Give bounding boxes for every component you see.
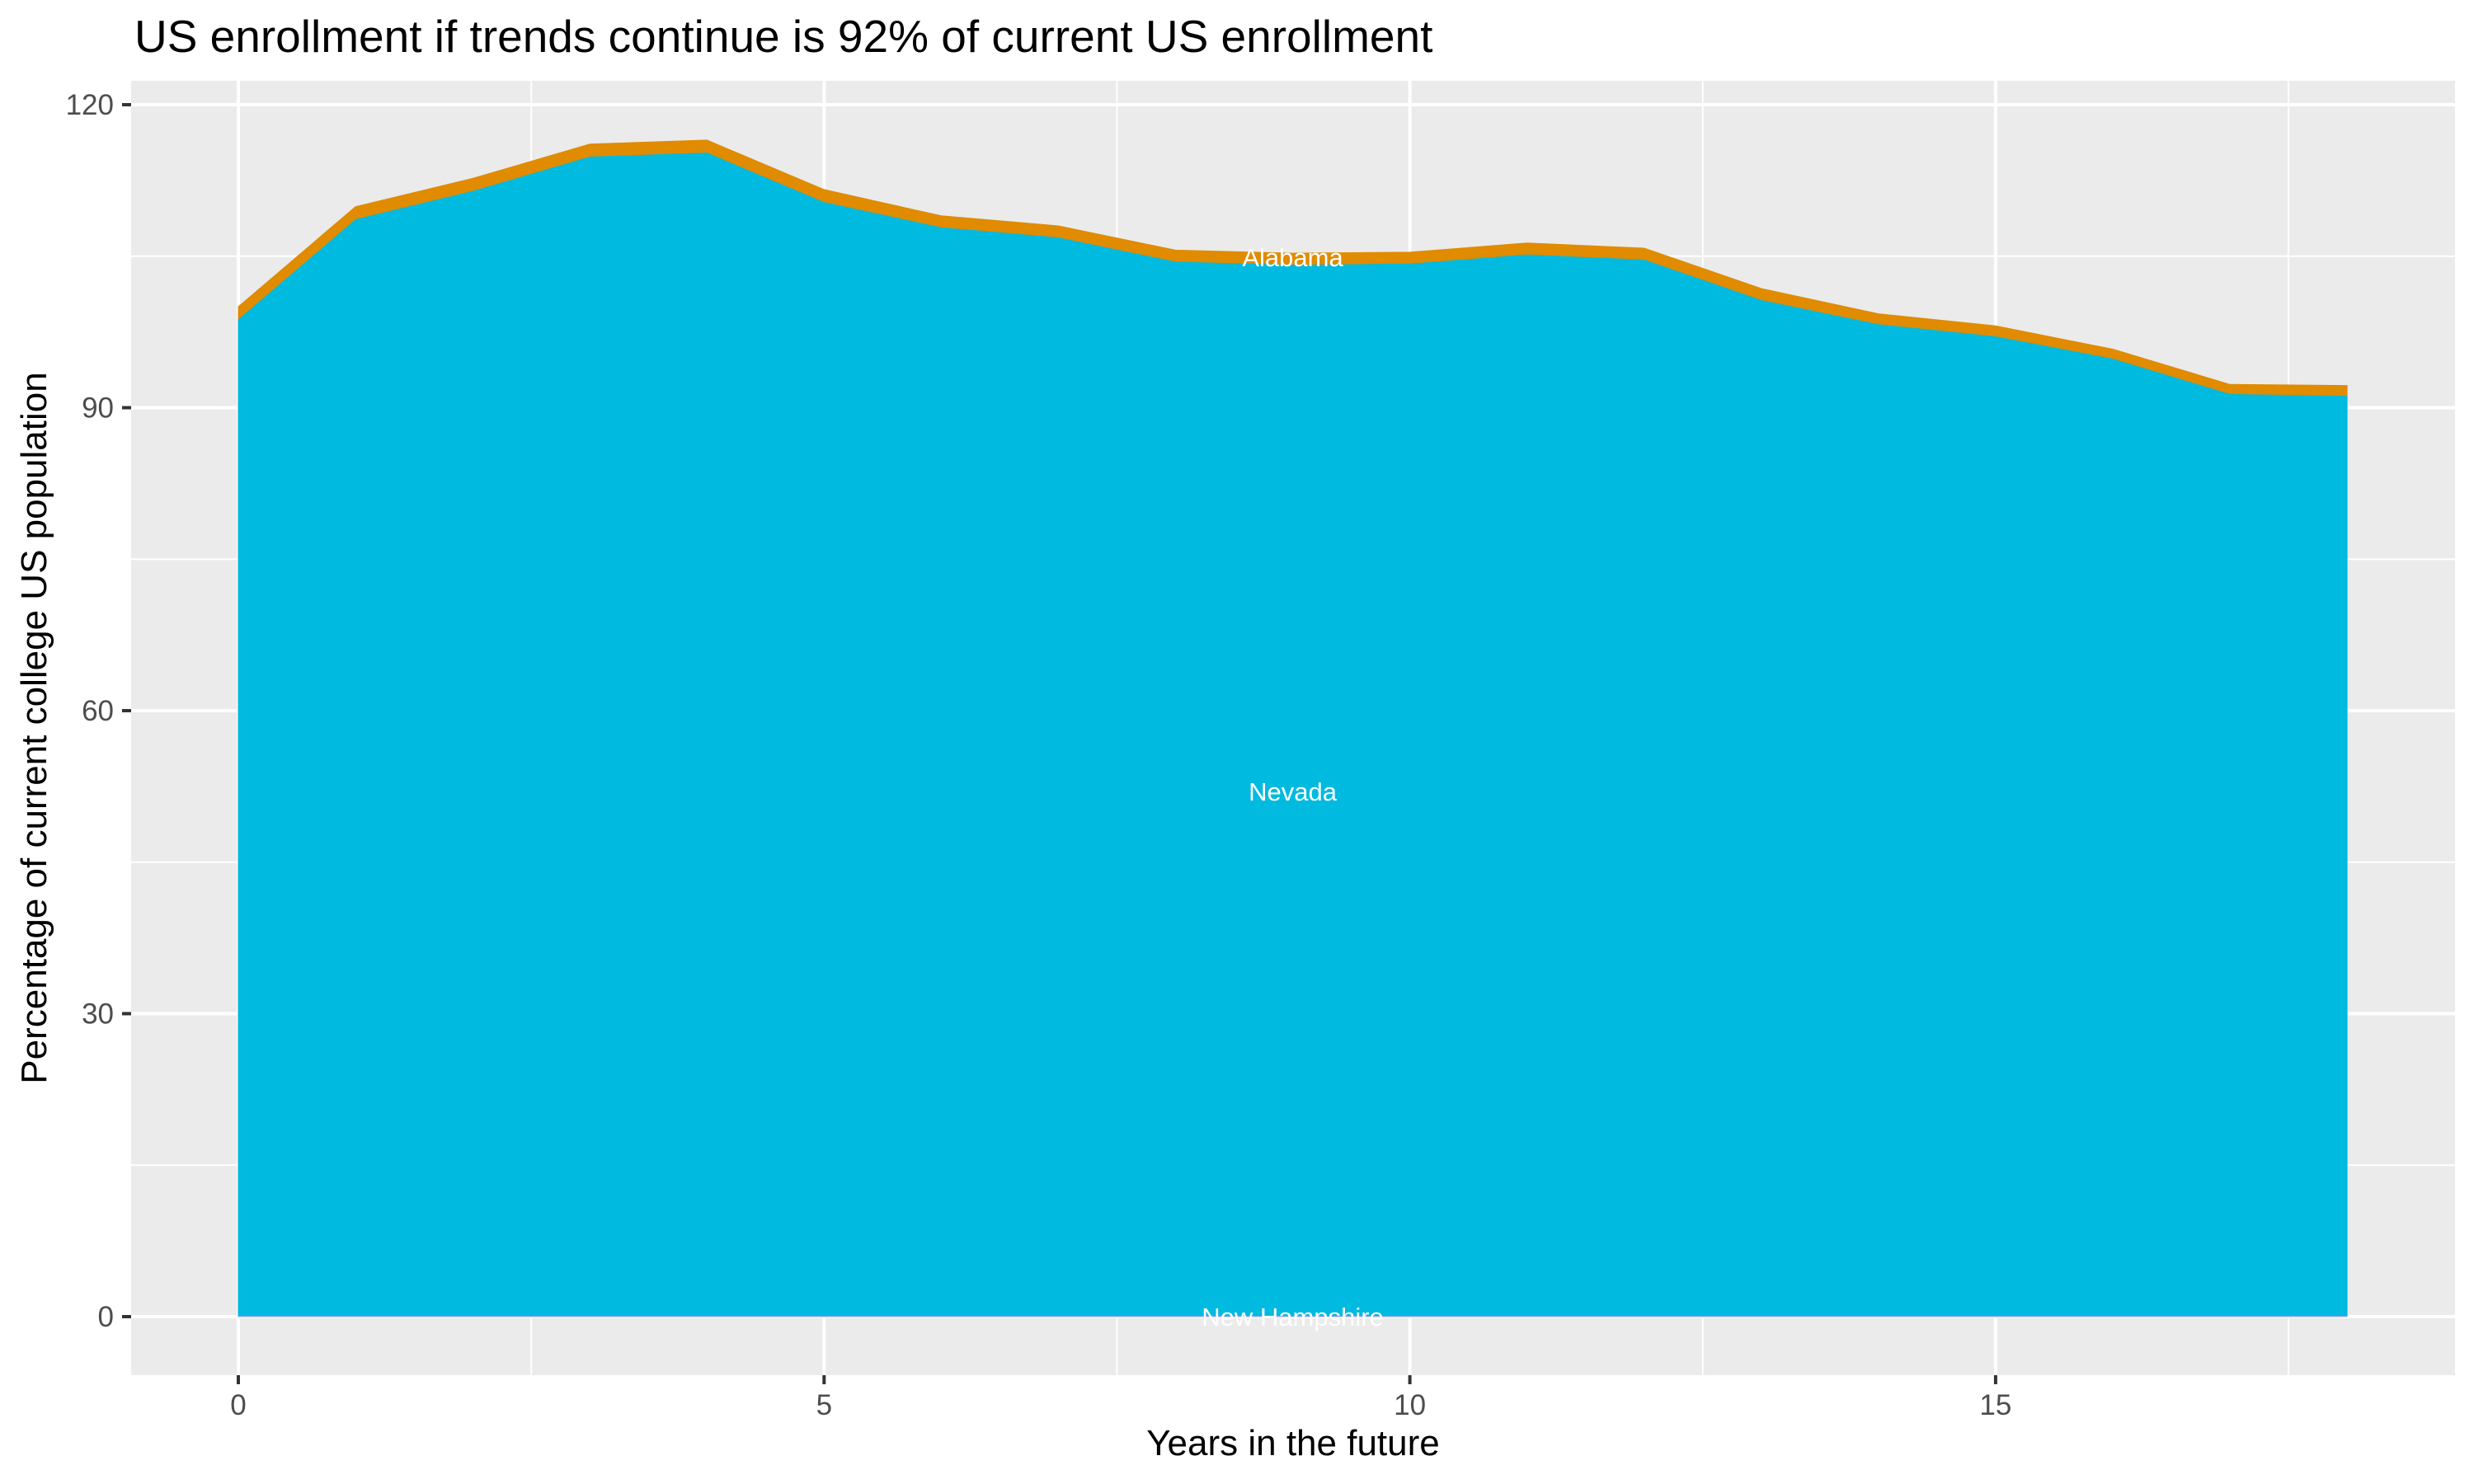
chart-title: US enrollment if trends continue is 92% … xyxy=(134,11,1432,62)
series-label-new-hampshire: New Hampshire xyxy=(1202,1303,1384,1331)
y-tick-label: 30 xyxy=(82,998,114,1031)
x-tick-label: 0 xyxy=(230,1389,246,1421)
y-axis-title: Percentage of current college US populat… xyxy=(14,372,54,1083)
series-label-alabama: Alabama xyxy=(1242,243,1343,272)
x-axis: 0 5 10 15 xyxy=(230,1375,2011,1421)
x-tick-label: 10 xyxy=(1394,1389,1426,1421)
y-tick-label: 90 xyxy=(82,392,114,425)
area-alabama xyxy=(238,139,2348,397)
y-axis: 0 30 60 90 120 xyxy=(66,89,131,1333)
y-tick-label: 60 xyxy=(82,695,114,727)
x-axis-title: Years in the future xyxy=(1146,1423,1440,1463)
y-tick-label: 120 xyxy=(66,89,114,121)
series-label-nevada: Nevada xyxy=(1249,777,1338,806)
y-tick-label: 0 xyxy=(98,1301,114,1333)
series-labels: Alabama Nevada New Hampshire xyxy=(1202,243,1384,1331)
stacked-areas xyxy=(238,139,2348,1317)
x-tick-label: 15 xyxy=(1979,1389,2011,1421)
x-tick-label: 5 xyxy=(816,1389,832,1421)
